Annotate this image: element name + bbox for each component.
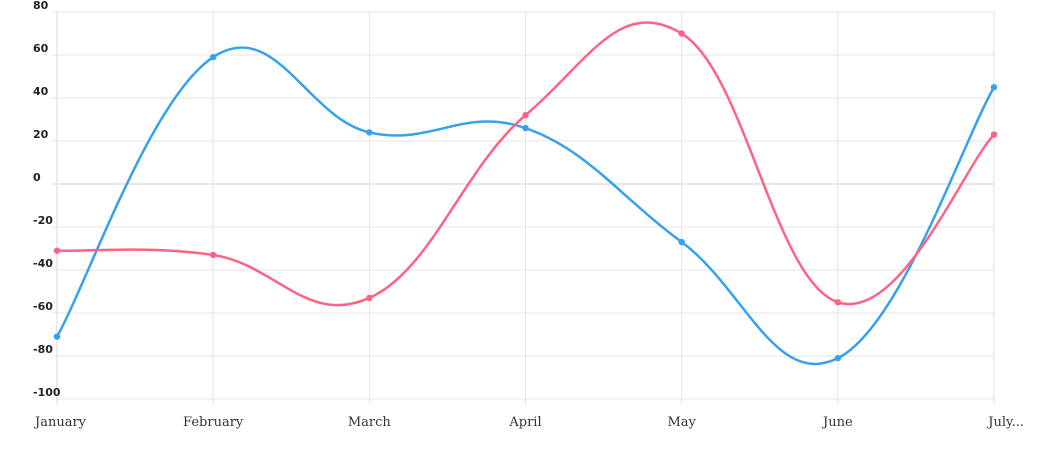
data-point[interactable] — [53, 247, 61, 254]
x-tick-label: March — [348, 415, 392, 430]
y-tick-label: -20 — [33, 214, 53, 227]
series-2 — [53, 21, 998, 307]
data-point[interactable] — [366, 294, 373, 302]
data-point[interactable] — [678, 238, 685, 246]
data-point[interactable] — [366, 129, 373, 136]
x-tick-label: July... — [986, 415, 1024, 430]
y-tick-label: -80 — [33, 343, 53, 356]
data-point[interactable] — [209, 53, 217, 61]
series-group — [53, 21, 998, 366]
y-tick-label: 20 — [33, 128, 49, 141]
data-point[interactable] — [678, 30, 685, 37]
data-point[interactable] — [834, 354, 842, 362]
y-axis: 80 60 40 20 0 -20 -40 -60 -80 -100 — [33, 0, 61, 399]
y-tick-label: -100 — [33, 386, 61, 399]
y-tick-label: 60 — [33, 42, 49, 55]
grid — [52, 11, 995, 404]
x-axis: January February March April May June July... — [33, 415, 1024, 430]
y-tick-label: -60 — [33, 300, 53, 313]
data-point[interactable] — [522, 112, 529, 119]
y-tick-label: 0 — [33, 171, 41, 184]
data-point[interactable] — [990, 131, 998, 138]
x-tick-label: May — [667, 415, 696, 430]
x-tick-label: February — [183, 415, 244, 430]
data-point[interactable] — [53, 333, 61, 340]
data-point[interactable] — [990, 84, 998, 91]
data-point[interactable] — [209, 251, 217, 259]
y-tick-label: -40 — [33, 257, 53, 270]
data-point[interactable] — [522, 124, 529, 132]
series-1 — [53, 46, 998, 366]
data-point[interactable] — [834, 299, 842, 306]
x-tick-label: June — [821, 415, 853, 430]
x-tick-label: January — [33, 415, 87, 430]
x-tick-label: April — [508, 415, 541, 430]
y-tick-label: 40 — [33, 85, 49, 98]
y-tick-label: 80 — [33, 0, 49, 12]
